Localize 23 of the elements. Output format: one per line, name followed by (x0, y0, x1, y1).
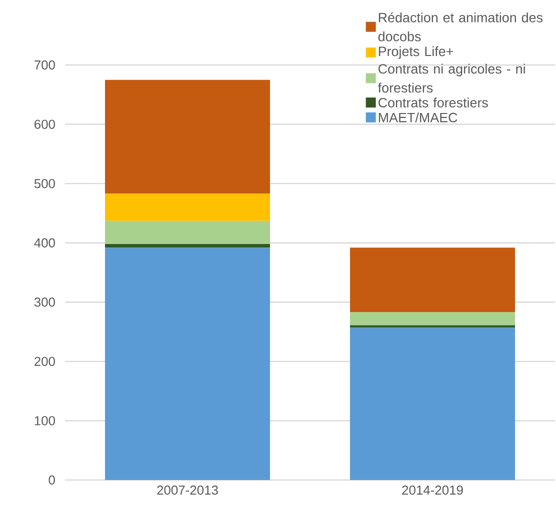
bar (105, 80, 270, 194)
legend-label: Contrats ni agricoles - ni forestiers (378, 64, 525, 93)
legend-label: Projets Life+ (378, 46, 454, 59)
legend-label: Rédaction et animation des docobs (378, 12, 543, 42)
legend-label: Contrats forestiers (378, 98, 488, 108)
legend-label: MAET/MAEC (378, 112, 458, 122)
y-tick-label: 500 (34, 178, 55, 188)
x-tick-label: 2007-2013 (157, 486, 218, 495)
bar (105, 248, 270, 480)
y-tick-label: 700 (34, 60, 55, 70)
bar (105, 220, 270, 244)
y-tick-label: 300 (34, 298, 55, 307)
y-tick-label: 0 (48, 475, 55, 485)
bar (105, 244, 270, 248)
y-tick-label: 100 (34, 416, 55, 426)
x-tick-label: 2014-2019 (402, 486, 463, 495)
bar (105, 194, 270, 221)
y-tick-label: 600 (34, 120, 55, 129)
y-tick-label: 200 (34, 356, 55, 366)
bar (350, 248, 516, 312)
bar (350, 312, 516, 326)
y-tick-label: 400 (34, 238, 55, 248)
bar (350, 328, 516, 480)
